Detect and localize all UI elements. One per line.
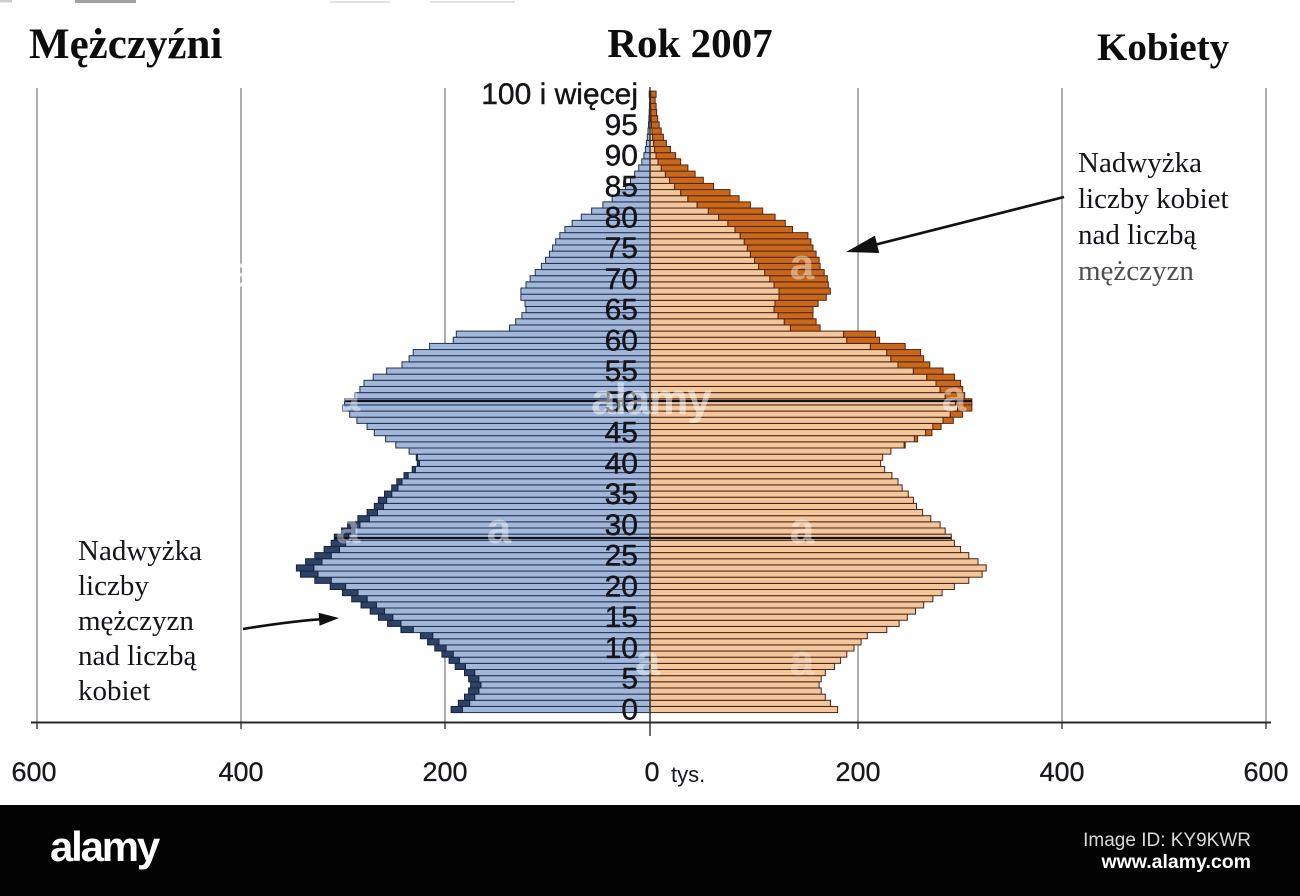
svg-text:200: 200 (835, 757, 880, 787)
svg-text:35: 35 (605, 478, 638, 511)
svg-text:65: 65 (605, 294, 638, 327)
svg-text:80: 80 (605, 201, 638, 234)
svg-text:90: 90 (605, 140, 638, 173)
svg-text:liczby kobiet: liczby kobiet (1078, 183, 1229, 215)
svg-text:kobiet: kobiet (78, 675, 151, 707)
svg-text:a: a (336, 504, 361, 553)
svg-text:mężczyzn: mężczyzn (1078, 255, 1194, 287)
svg-text:25: 25 (605, 540, 638, 573)
svg-text:50: 50 (605, 386, 638, 419)
svg-text:a: a (229, 248, 254, 297)
svg-text:alamy: alamy (50, 823, 161, 870)
svg-text:55: 55 (605, 355, 638, 388)
svg-text:40: 40 (605, 447, 638, 480)
svg-text:85: 85 (605, 171, 638, 204)
svg-text:alamy: alamy (591, 375, 712, 424)
svg-text:a: a (636, 636, 661, 685)
svg-text:Nadwyżka: Nadwyżka (1078, 147, 1202, 179)
svg-text:liczby: liczby (78, 570, 149, 602)
svg-text:400: 400 (218, 757, 263, 787)
svg-text:95: 95 (605, 109, 638, 142)
svg-text:a: a (790, 240, 815, 289)
svg-text:10: 10 (605, 632, 638, 665)
svg-text:a: a (790, 636, 815, 685)
svg-text:nad liczbą: nad liczbą (1078, 219, 1197, 251)
svg-text:15: 15 (605, 601, 638, 634)
svg-text:Rok 2007: Rok 2007 (607, 20, 772, 66)
svg-text:Kobiety: Kobiety (1097, 26, 1230, 69)
svg-text:a: a (790, 504, 815, 553)
svg-text:20: 20 (605, 570, 638, 603)
svg-text:0: 0 (644, 757, 659, 787)
svg-text:100 i więcej: 100 i więcej (481, 78, 638, 111)
svg-text:400: 400 (1039, 757, 1084, 787)
svg-text:600: 600 (11, 757, 56, 787)
svg-text:nad liczbą: nad liczbą (78, 640, 197, 672)
svg-text:5: 5 (621, 663, 638, 696)
svg-text:75: 75 (605, 232, 638, 265)
svg-text:200: 200 (422, 757, 467, 787)
svg-text:Mężczyźni: Mężczyźni (29, 21, 222, 68)
svg-text:30: 30 (605, 509, 638, 542)
svg-text:70: 70 (605, 263, 638, 296)
svg-text:a: a (487, 504, 512, 553)
svg-text:a: a (942, 372, 967, 421)
svg-text:Nadwyżka: Nadwyżka (78, 535, 202, 567)
svg-text:Image ID: KY9KWR: Image ID: KY9KWR (1083, 830, 1251, 851)
svg-text:45: 45 (605, 417, 638, 450)
svg-text:600: 600 (1243, 757, 1288, 787)
svg-text:60: 60 (605, 324, 638, 357)
svg-text:mężczyzn: mężczyzn (78, 605, 194, 637)
svg-text:a: a (336, 372, 361, 421)
svg-text:tys.: tys. (671, 762, 705, 787)
svg-text:0: 0 (621, 694, 638, 727)
svg-text:www.alamy.com: www.alamy.com (1100, 851, 1251, 873)
